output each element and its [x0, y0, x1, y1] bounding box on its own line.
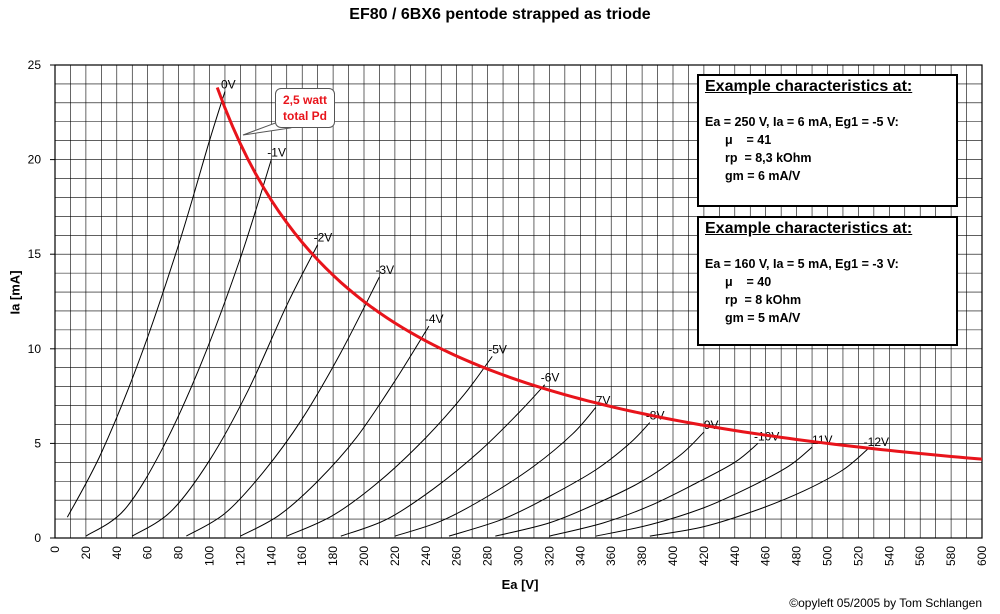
plot-frame [54, 64, 983, 539]
x-tick-label: 260 [450, 546, 464, 566]
x-tick-label: 400 [666, 546, 680, 566]
example-box-2-heading: Example characteristics at: [705, 220, 913, 237]
y-tick-label: 10 [28, 342, 42, 356]
example-box-1-rp: rp = 8,3 kOhm [725, 151, 812, 165]
x-tick-label: 520 [851, 546, 865, 566]
x-tick-label: 460 [759, 546, 773, 566]
x-tick-label: 440 [728, 546, 742, 566]
x-tick-label: 600 [975, 546, 989, 566]
curve-7VV [394, 407, 597, 537]
series-label: -5V [488, 342, 507, 356]
pd-curve-line [215, 86, 983, 461]
curve-6VV [340, 384, 546, 537]
y-tick-labels: 0 5 10 15 20 25 [28, 58, 55, 545]
x-tick-label: 420 [697, 546, 711, 566]
x-tick-label: 340 [573, 546, 587, 566]
series-label: -1V [267, 146, 286, 160]
x-tick-label: 240 [419, 546, 433, 566]
series-label: -12V [864, 435, 889, 449]
series-label: -6V [541, 371, 560, 385]
example-box-1-gm: gm = 6 mA/V [725, 169, 801, 183]
y-tick-label: 25 [28, 58, 42, 72]
x-tick-label: 120 [233, 546, 247, 566]
example-box-2: Example characteristics at: Ea = 160 V, … [697, 216, 958, 346]
chart-title: EF80 / 6BX6 pentode strapped as triode [349, 6, 651, 23]
series-label: -3V [375, 263, 394, 277]
series-label: 0V [221, 77, 236, 91]
curve-10VV [549, 443, 759, 537]
x-tick-label: 320 [542, 546, 556, 566]
x-tick-label: 280 [481, 546, 495, 566]
curve-5VV [286, 356, 493, 537]
x-tick-label: 220 [388, 546, 402, 566]
x-tick-label: 160 [295, 546, 309, 566]
x-tick-label: 140 [264, 546, 278, 566]
curve-12VV [649, 448, 868, 537]
curve-8VV [448, 422, 651, 537]
series-label: -2V [314, 231, 333, 245]
example-box-2-gm: gm = 5 mA/V [725, 311, 801, 325]
x-tick-label: 100 [203, 546, 217, 566]
example-box-1-mu: μ = 41 [725, 133, 772, 147]
x-tick-label: 540 [882, 546, 896, 566]
x-tick-label: 560 [913, 546, 927, 566]
example-box-1-heading: Example characteristics at: [705, 78, 913, 95]
x-tick-label: 480 [790, 546, 804, 566]
grid [54, 64, 983, 539]
x-tick-label: 300 [512, 546, 526, 566]
example-box-2-mu: μ = 40 [725, 275, 772, 289]
x-tick-label: 500 [821, 546, 835, 566]
pd-callout: 2,5 watt total Pd [275, 88, 335, 128]
power-dissipation-curve [215, 86, 983, 461]
y-tick-label: 5 [34, 436, 41, 450]
x-tick-label: 360 [604, 546, 618, 566]
curve-4VV [240, 325, 430, 537]
example-box-2-rp: rp = 8 kOhm [725, 293, 802, 307]
example-box-1-condition: Ea = 250 V, Ia = 6 mA, Eg1 = -5 V: [705, 115, 899, 129]
curve-3VV [186, 276, 380, 537]
x-axis-label: Ea [V] [501, 577, 539, 592]
x-tick-label: 20 [79, 546, 93, 560]
example-box-1: Example characteristics at: Ea = 250 V, … [697, 74, 958, 207]
copyright-text: ©opyleft 05/2005 by Tom Schlangen [789, 596, 982, 610]
x-tick-label: 380 [635, 546, 649, 566]
x-tick-label: 180 [326, 546, 340, 566]
example-box-2-condition: Ea = 160 V, Ia = 5 mA, Eg1 = -3 V: [705, 257, 899, 271]
pd-callout-line1: 2,5 watt [282, 93, 327, 107]
y-tick-label: 15 [28, 247, 42, 261]
x-tick-labels: 0 20 40 60 80 100 120 140 160 180 200 220 240 260 280 3… [48, 546, 989, 566]
curve-9VV [495, 431, 705, 537]
x-tick-label: 0 [48, 546, 62, 553]
pd-callout-line2: total Pd [283, 109, 327, 123]
curve-2VV [131, 244, 319, 537]
series-label: -4V [425, 312, 444, 326]
x-tick-label: 40 [110, 546, 124, 560]
x-tick-label: 580 [944, 546, 958, 566]
y-tick-label: 0 [34, 531, 41, 545]
curve-0VV [66, 91, 226, 518]
x-tick-label: 200 [357, 546, 371, 566]
curve-1VV [85, 159, 272, 537]
x-tick-label: 60 [141, 546, 155, 560]
y-tick-label: 20 [28, 153, 42, 167]
curve-11VV [595, 446, 813, 537]
x-tick-label: 80 [172, 546, 186, 560]
